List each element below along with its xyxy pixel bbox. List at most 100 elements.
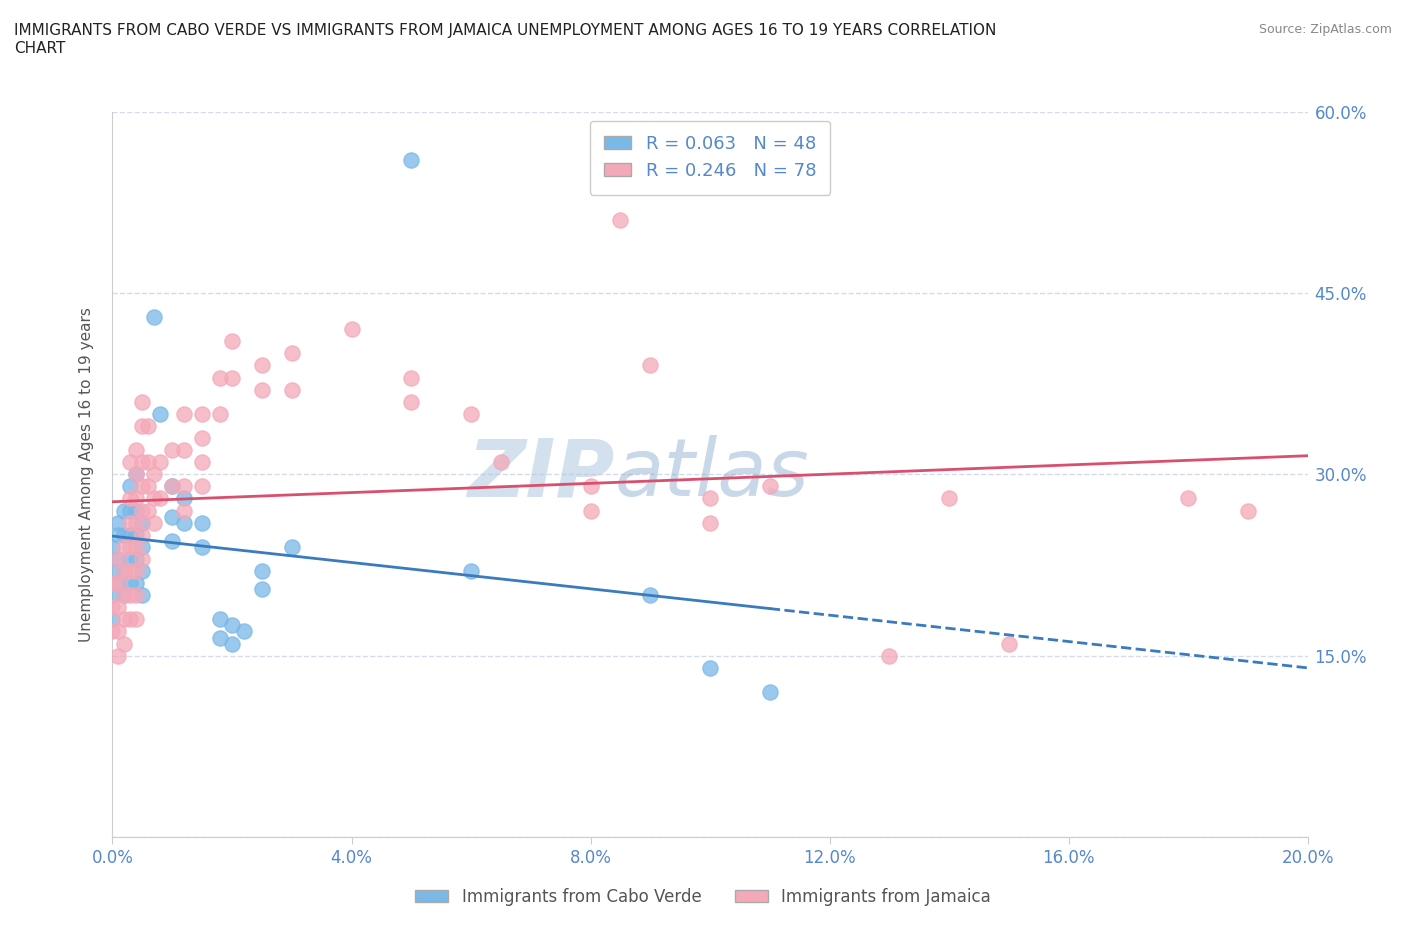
Point	[131, 539, 153, 554]
Point	[120, 515, 142, 530]
Point	[131, 418, 153, 433]
Point	[191, 479, 214, 494]
Point	[340, 322, 363, 337]
Point	[250, 358, 273, 373]
Point	[250, 382, 273, 397]
Point	[173, 503, 195, 518]
Point	[209, 612, 232, 627]
Point	[149, 455, 172, 470]
Point	[281, 382, 304, 397]
Point	[143, 467, 166, 482]
Point	[401, 394, 423, 409]
Point	[107, 648, 129, 663]
Point	[1177, 491, 1199, 506]
Point	[125, 527, 148, 542]
Point	[131, 564, 153, 578]
Point	[125, 576, 148, 591]
Point	[489, 455, 512, 470]
Point	[149, 406, 172, 421]
Y-axis label: Unemployment Among Ages 16 to 19 years: Unemployment Among Ages 16 to 19 years	[79, 307, 94, 642]
Point	[120, 576, 142, 591]
Point	[191, 455, 214, 470]
Point	[699, 515, 721, 530]
Point	[162, 443, 183, 458]
Point	[191, 431, 214, 445]
Legend: Immigrants from Cabo Verde, Immigrants from Jamaica: Immigrants from Cabo Verde, Immigrants f…	[408, 881, 998, 912]
Point	[162, 479, 183, 494]
Point	[125, 491, 148, 506]
Point	[938, 491, 960, 506]
Point	[173, 479, 195, 494]
Point	[460, 564, 482, 578]
Point	[250, 564, 273, 578]
Point	[640, 358, 662, 373]
Point	[609, 213, 631, 228]
Point	[114, 564, 135, 578]
Point	[143, 491, 166, 506]
Point	[107, 515, 129, 530]
Point	[107, 576, 129, 591]
Point	[579, 479, 602, 494]
Point	[107, 576, 129, 591]
Point	[759, 479, 782, 494]
Point	[107, 527, 129, 542]
Point	[401, 370, 423, 385]
Point	[120, 503, 142, 518]
Point	[143, 310, 166, 325]
Point	[209, 370, 232, 385]
Point	[579, 503, 602, 518]
Point	[125, 467, 148, 482]
Point	[114, 588, 135, 603]
Point	[173, 406, 195, 421]
Point	[221, 636, 243, 651]
Point	[101, 600, 124, 615]
Point	[101, 564, 124, 578]
Point	[191, 515, 214, 530]
Point	[125, 467, 148, 482]
Legend: R = 0.063   N = 48, R = 0.246   N = 78: R = 0.063 N = 48, R = 0.246 N = 78	[589, 121, 831, 194]
Point	[281, 346, 304, 361]
Point	[101, 588, 124, 603]
Point	[120, 612, 142, 627]
Point	[101, 612, 124, 627]
Point	[221, 370, 243, 385]
Point	[120, 539, 142, 554]
Point	[131, 394, 153, 409]
Point	[149, 491, 172, 506]
Point	[131, 527, 153, 542]
Point	[191, 406, 214, 421]
Point	[699, 491, 721, 506]
Point	[125, 612, 148, 627]
Point	[162, 534, 183, 549]
Text: ZIP: ZIP	[467, 435, 614, 513]
Point	[120, 551, 142, 566]
Text: Source: ZipAtlas.com: Source: ZipAtlas.com	[1258, 23, 1392, 36]
Point	[125, 443, 148, 458]
Point	[699, 660, 721, 675]
Point	[125, 588, 148, 603]
Point	[221, 334, 243, 349]
Point	[1237, 503, 1260, 518]
Point	[114, 636, 135, 651]
Point	[107, 624, 129, 639]
Point	[173, 491, 195, 506]
Point	[640, 588, 662, 603]
Point	[125, 503, 148, 518]
Point	[114, 539, 135, 554]
Point	[401, 153, 423, 167]
Point	[131, 455, 153, 470]
Point	[143, 515, 166, 530]
Point	[209, 406, 232, 421]
Point	[120, 455, 142, 470]
Point	[120, 588, 142, 603]
Point	[191, 539, 214, 554]
Point	[460, 406, 482, 421]
Point	[125, 551, 148, 566]
Point	[120, 527, 142, 542]
Point	[138, 418, 160, 433]
Point	[120, 491, 142, 506]
Point	[125, 515, 148, 530]
Point	[114, 588, 135, 603]
Text: IMMIGRANTS FROM CABO VERDE VS IMMIGRANTS FROM JAMAICA UNEMPLOYMENT AMONG AGES 16: IMMIGRANTS FROM CABO VERDE VS IMMIGRANTS…	[14, 23, 997, 56]
Point	[114, 564, 135, 578]
